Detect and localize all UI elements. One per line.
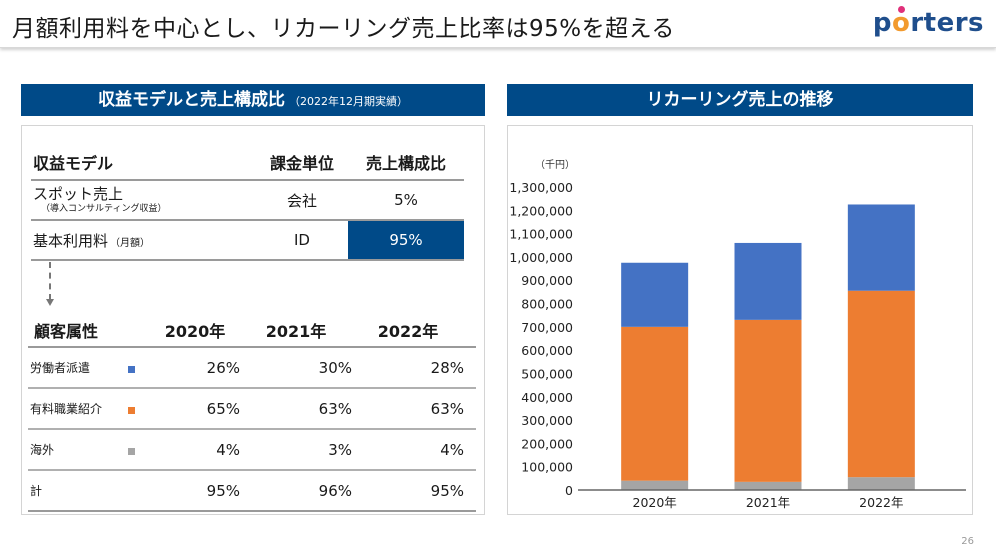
bar-segment bbox=[847, 290, 915, 478]
billing-unit: ID bbox=[294, 231, 310, 249]
bar-segment bbox=[734, 481, 802, 490]
x-tick-label: 2022年 bbox=[859, 495, 903, 510]
revenue-model-table: 収益モデル 課金単位 売上構成比 スポット売上 （導入コンサルティング収益） 会… bbox=[31, 144, 464, 261]
y-tick-label: 0 bbox=[565, 483, 573, 498]
attribute-label: 労働者派遣 bbox=[30, 361, 91, 375]
section-subtitle: （2022年12月期実績） bbox=[289, 95, 408, 108]
percentage-value: 96% bbox=[318, 481, 352, 500]
page-number: 26 bbox=[961, 536, 974, 547]
y-tick-label: 100,000 bbox=[521, 460, 573, 475]
y-tick-label: 1,200,000 bbox=[509, 203, 573, 218]
row-label: 基本利用料 （月額） bbox=[31, 230, 256, 251]
bar-segment bbox=[734, 319, 802, 482]
model-name: スポット売上 bbox=[33, 184, 124, 203]
model-name: 基本利用料 bbox=[33, 231, 109, 250]
percentage-value: 26% bbox=[206, 358, 240, 377]
y-tick-label: 600,000 bbox=[521, 343, 573, 358]
header-model: 収益モデル bbox=[33, 153, 114, 173]
attribute-label: 海外 bbox=[30, 443, 55, 457]
header-unit: 課金単位 bbox=[269, 153, 334, 173]
bar-segment bbox=[621, 326, 689, 481]
y-tick-label: 300,000 bbox=[521, 413, 573, 428]
customer-attribute-table: 顧客属性 2020年 2021年 2022年 労働者派遣 26% 30% 28% 有料職… bbox=[28, 314, 476, 512]
y-tick-label: 200,000 bbox=[521, 436, 573, 451]
table-row: スポット売上 （導入コンサルティング収益） 会社 5% bbox=[31, 181, 464, 221]
table-row: 労働者派遣 26% 30% 28% bbox=[28, 348, 476, 389]
revenue-ratio-highlight: 95% bbox=[348, 221, 464, 259]
bar-segment bbox=[621, 262, 689, 327]
row-label: スポット売上 （導入コンサルティング収益） bbox=[31, 184, 256, 215]
percentage-value: 28% bbox=[430, 358, 464, 377]
percentage-value: 63% bbox=[430, 399, 464, 418]
swatch-cell bbox=[128, 400, 150, 418]
dashed-connector bbox=[49, 262, 51, 300]
legend-swatch-icon bbox=[128, 406, 135, 414]
billing-unit: 会社 bbox=[286, 191, 317, 210]
x-tick-label: 2020年 bbox=[633, 495, 677, 510]
logo-figure-icon: o bbox=[891, 6, 911, 38]
header-ratio: 売上構成比 bbox=[365, 153, 446, 173]
y-tick-label: 700,000 bbox=[521, 320, 573, 335]
y-tick-label: 900,000 bbox=[521, 273, 573, 288]
table-row: 有料職業紹介 65% 63% 63% bbox=[28, 389, 476, 430]
header-year: 2020年 bbox=[164, 322, 226, 341]
revenue-ratio: 5% bbox=[394, 191, 418, 209]
percentage-value: 95% bbox=[206, 481, 240, 500]
y-tick-label: 1,000,000 bbox=[509, 250, 573, 265]
percentage-value: 4% bbox=[216, 440, 240, 459]
y-tick-label: 500,000 bbox=[521, 366, 573, 381]
percentage-value: 63% bbox=[318, 399, 352, 418]
table-row: 基本利用料 （月額） ID 95% bbox=[31, 221, 464, 261]
slide-header: 月額利用料を中心とし、リカーリング売上比率は95%を超える po rters bbox=[0, 0, 996, 48]
header-attribute: 顧客属性 bbox=[34, 322, 99, 341]
recurring-revenue-section-title: リカーリング売上の推移 bbox=[507, 84, 973, 116]
percentage-value: 3% bbox=[328, 440, 352, 459]
percentage-value: 30% bbox=[318, 358, 352, 377]
table-header-row: 収益モデル 課金単位 売上構成比 bbox=[31, 144, 464, 181]
legend-swatch-icon bbox=[128, 447, 135, 455]
legend-swatch-icon bbox=[128, 365, 135, 373]
swatch-cell bbox=[128, 441, 150, 459]
bar-segment bbox=[847, 477, 915, 490]
bar-segment bbox=[621, 480, 689, 490]
attribute-label: 有料職業紹介 bbox=[30, 402, 103, 416]
arrow-down-icon bbox=[46, 299, 54, 306]
revenue-model-section-title: 収益モデルと売上構成比 （2022年12月期実績） bbox=[21, 84, 485, 116]
y-tick-label: 1,300,000 bbox=[509, 180, 573, 195]
percentage-value: 65% bbox=[206, 399, 240, 418]
revenue-model-panel: 収益モデル 課金単位 売上構成比 スポット売上 （導入コンサルティング収益） 会… bbox=[21, 125, 485, 515]
bar-segment bbox=[847, 204, 915, 291]
page-title: 月額利用料を中心とし、リカーリング売上比率は95%を超える bbox=[12, 16, 675, 42]
y-tick-label: 400,000 bbox=[521, 390, 573, 405]
percentage-value: 95% bbox=[430, 481, 464, 500]
attribute-label: 計 bbox=[30, 484, 43, 498]
table-header-row: 顧客属性 2020年 2021年 2022年 bbox=[28, 314, 476, 348]
section-title-text: 収益モデルと売上構成比 bbox=[98, 90, 285, 110]
porters-logo: po rters bbox=[872, 6, 984, 38]
table-row: 海外 4% 3% 4% bbox=[28, 430, 476, 471]
percentage-value: 4% bbox=[440, 440, 464, 459]
y-axis-unit-label: （千円） bbox=[535, 159, 575, 171]
model-note: （月額） bbox=[110, 237, 151, 249]
section-title-text: リカーリング売上の推移 bbox=[646, 90, 834, 110]
y-tick-label: 1,100,000 bbox=[509, 227, 573, 242]
header-year: 2022年 bbox=[377, 322, 439, 341]
x-tick-label: 2021年 bbox=[746, 495, 790, 510]
table-row: 計 95% 96% 95% bbox=[28, 471, 476, 512]
model-note: （導入コンサルティング収益） bbox=[41, 203, 167, 214]
swatch-cell bbox=[128, 359, 150, 377]
y-tick-label: 800,000 bbox=[521, 297, 573, 312]
bar-segment bbox=[734, 242, 802, 320]
header-year: 2021年 bbox=[265, 322, 327, 341]
